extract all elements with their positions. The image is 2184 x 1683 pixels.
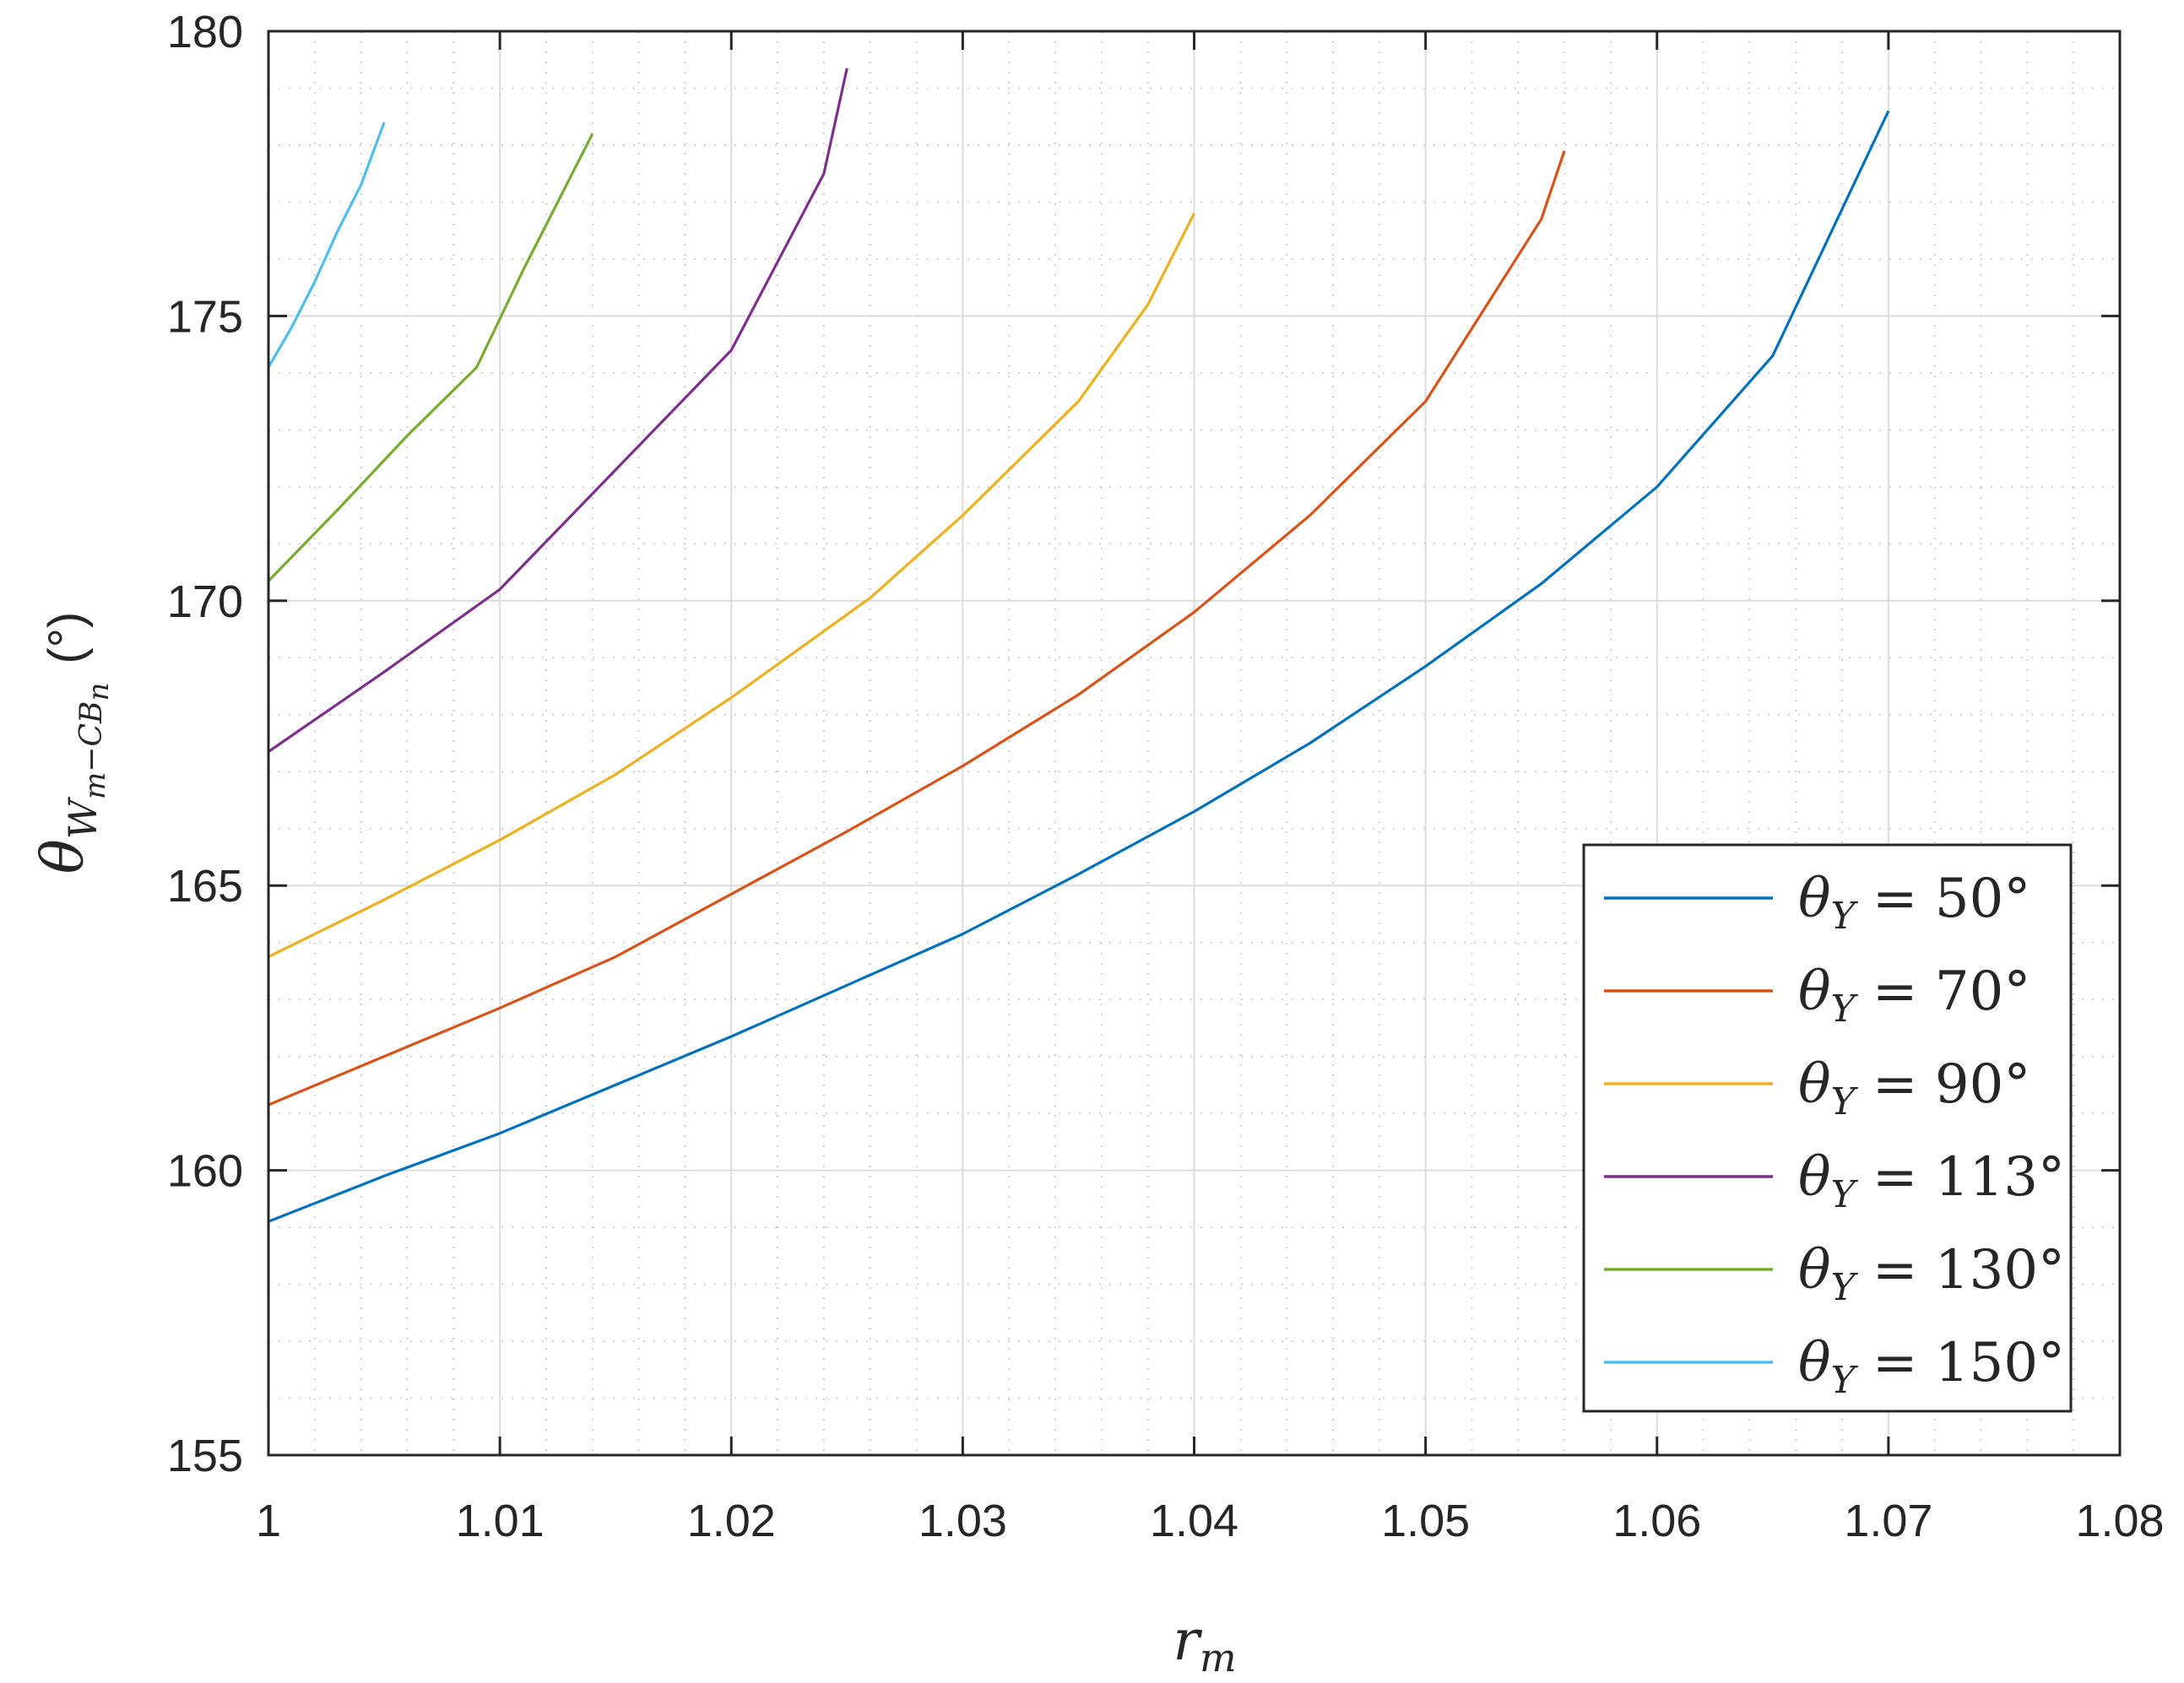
series-line-1: [268, 110, 1890, 1223]
x-tick-labels: 1 1.01 1.02 1.03 1.04 1.05 1.06 1.07 1.08: [256, 1496, 2165, 1546]
legend-label-sub: Y: [1831, 1080, 1859, 1123]
y-tick-label: 170: [167, 576, 243, 627]
legend-item: θY = 90°: [1604, 1053, 2030, 1123]
legend-label: θY = 90°: [1798, 1053, 2030, 1123]
y-axis-label-sub2: −CB: [74, 701, 109, 772]
legend-label-symbol: θ: [1798, 1053, 1831, 1116]
legend-label: θY = 70°: [1798, 961, 2030, 1031]
x-axis-label: rm: [1173, 1608, 1236, 1680]
legend-label: θY = 150°: [1798, 1332, 2065, 1402]
legend-items: θY = 50°θY = 70°θY = 90°θY = 113°θY = 13…: [1604, 868, 2065, 1402]
legend-item: θY = 50°: [1604, 868, 2030, 938]
legend-item: θY = 150°: [1604, 1332, 2065, 1402]
legend-label-sub: Y: [1831, 1266, 1859, 1309]
y-tick-label: 160: [167, 1146, 243, 1197]
y-axis-label-unit: (°): [39, 612, 94, 664]
x-tick-label: 1.07: [1844, 1496, 1932, 1546]
legend-item: θY = 70°: [1604, 961, 2030, 1031]
legend-label-value: = 150°: [1856, 1332, 2065, 1394]
y-tick-label: 155: [167, 1431, 243, 1481]
y-tick-labels: 155 160 165 170 175 180: [167, 7, 243, 1481]
x-tick-label: 1.02: [687, 1496, 776, 1546]
x-tick-label: 1.06: [1612, 1496, 1701, 1546]
legend-label-sub: Y: [1831, 895, 1859, 938]
legend-label-value: = 113°: [1856, 1146, 2065, 1209]
legend-label: θY = 130°: [1798, 1239, 2065, 1309]
y-tick-label: 180: [167, 7, 243, 57]
y-tick-label: 165: [167, 861, 243, 912]
y-axis-label-sub: W: [60, 796, 106, 839]
legend-label-value: = 70°: [1856, 961, 2031, 1023]
x-tick-label: 1.08: [2075, 1496, 2164, 1546]
legend-label: θY = 113°: [1798, 1146, 2065, 1216]
legend-label-sub: Y: [1831, 1173, 1859, 1216]
series-line-2: [268, 150, 1566, 1107]
x-tick-label: 1.03: [919, 1496, 1007, 1546]
y-axis-label-sub2sub: n: [82, 683, 116, 701]
x-tick-label: 1.04: [1150, 1496, 1238, 1546]
x-tick-label: 1.05: [1381, 1496, 1470, 1546]
x-axis-label-sub: m: [1200, 1635, 1237, 1680]
y-axis-label: θWm−CBn (°): [30, 612, 116, 874]
legend-box: [1582, 843, 2073, 1413]
series-line-5: [267, 133, 594, 582]
series-layer: [267, 68, 1890, 1223]
legend-label-symbol: θ: [1798, 961, 1831, 1023]
legend-label-symbol: θ: [1798, 1239, 1831, 1301]
legend-item: θY = 130°: [1604, 1239, 2065, 1309]
series-line-6: [267, 122, 386, 368]
y-tick-label: 175: [167, 291, 243, 342]
legend-label-value: = 90°: [1856, 1053, 2031, 1116]
series-line-3: [268, 213, 1195, 959]
legend-label: θY = 50°: [1798, 868, 2030, 938]
legend-label-value: = 50°: [1856, 868, 2031, 930]
legend-label-symbol: θ: [1798, 1146, 1831, 1209]
legend: θY = 50°θY = 70°θY = 90°θY = 113°θY = 13…: [1582, 843, 2073, 1413]
legend-label-sub: Y: [1831, 988, 1859, 1031]
tick-marks: [267, 30, 2122, 1457]
x-tick-label: 1.01: [456, 1496, 545, 1546]
legend-item: θY = 113°: [1604, 1146, 2065, 1216]
y-axis-label-subsub: m: [79, 772, 112, 799]
legend-label-symbol: θ: [1798, 1332, 1831, 1394]
x-tick-label: 1: [256, 1496, 281, 1546]
x-axis-label-main: r: [1173, 1608, 1202, 1673]
series-line-4: [268, 68, 848, 753]
legend-label-symbol: θ: [1798, 868, 1831, 930]
legend-label-value: = 130°: [1856, 1239, 2065, 1301]
y-axis-label-main: θ: [30, 839, 97, 874]
legend-label-sub: Y: [1831, 1359, 1859, 1402]
